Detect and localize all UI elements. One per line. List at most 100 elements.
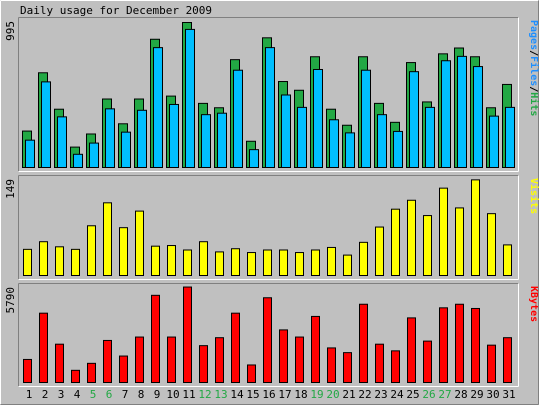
bar-kbytes-day-6	[103, 339, 112, 383]
bar-kbytes-day-27	[439, 307, 448, 383]
x-tick-day-3: 3	[58, 388, 65, 401]
x-tick-day-12: 12	[198, 388, 211, 401]
bar-files-day-9	[153, 47, 163, 168]
x-axis-tick-labels: 1 2 3 4 5 6 7 8 9 10 11 12 13 14 15 16 17 18 19 20 21 22 23 24 2…	[26, 388, 516, 401]
x-tick-day-25: 25	[406, 388, 419, 401]
bar-visits-day-26	[423, 215, 432, 276]
bar-files-day-11	[185, 28, 195, 169]
chart-panels: 995 Pages/Files/Hits 149 Visits 5790 KBytes	[4, 17, 539, 387]
bar-files-day-25	[409, 71, 419, 168]
bar-kbytes-day-21	[343, 352, 352, 384]
bar-kbytes-day-20	[327, 347, 336, 383]
bar-files-day-28	[457, 55, 467, 168]
x-tick-day-19: 19	[310, 388, 323, 401]
x-tick-day-22: 22	[358, 388, 371, 401]
bar-visits-day-4	[71, 248, 80, 276]
bar-kbytes-day-23	[375, 343, 384, 384]
panel-kbytes: 5790 KBytes	[4, 283, 539, 387]
bar-files-day-2	[41, 81, 51, 168]
series-legend-label: Pages/Files/Hits	[528, 20, 539, 116]
x-tick-day-21: 21	[342, 388, 355, 401]
bar-kbytes-day-15	[247, 364, 256, 383]
y-axis-max-label: 149	[4, 179, 17, 199]
bar-visits-day-10	[167, 245, 176, 276]
bar-visits-day-17	[279, 249, 288, 276]
x-tick-day-4: 4	[74, 388, 81, 401]
bar-kbytes-day-26	[423, 340, 432, 384]
bar-visits-day-8	[135, 210, 144, 277]
bar-files-day-18	[297, 106, 307, 168]
bar-kbytes-day-24	[391, 350, 400, 384]
bar-kbytes-day-25	[407, 317, 416, 383]
bar-visits-day-16	[263, 249, 272, 276]
legend-segment: Files	[528, 56, 539, 86]
bar-kbytes-day-11	[183, 286, 192, 383]
x-tick-day-1: 1	[26, 388, 33, 401]
bar-kbytes-day-9	[151, 294, 160, 384]
legend-segment: KBytes	[528, 286, 539, 322]
bar-visits-day-21	[343, 254, 352, 277]
legend-segment: Hits	[528, 92, 539, 116]
legend-segment: Visits	[528, 178, 539, 214]
bar-kbytes-day-3	[55, 343, 64, 384]
bar-visits-day-24	[391, 208, 400, 276]
bar-files-day-17	[281, 94, 291, 168]
bar-files-day-6	[105, 108, 115, 168]
bar-kbytes-day-19	[311, 315, 320, 384]
x-tick-day-23: 23	[374, 388, 387, 401]
bar-kbytes-day-7	[119, 355, 128, 384]
x-tick-day-10: 10	[166, 388, 179, 401]
bar-visits-day-11	[183, 249, 192, 276]
bar-kbytes-day-18	[295, 336, 304, 384]
bar-visits-day-13	[215, 251, 224, 276]
x-tick-day-28: 28	[454, 388, 467, 401]
bar-files-day-29	[473, 66, 483, 168]
series-legend-label: KBytes	[528, 286, 539, 322]
x-tick-day-16: 16	[262, 388, 275, 401]
x-tick-day-29: 29	[470, 388, 483, 401]
x-tick-day-2: 2	[42, 388, 49, 401]
bar-kbytes-day-17	[279, 329, 288, 383]
bars	[22, 22, 515, 169]
bar-kbytes-day-4	[71, 369, 80, 383]
x-tick-day-18: 18	[294, 388, 307, 401]
bar-visits-day-31	[503, 244, 512, 276]
panel-visits: 149 Visits	[4, 175, 539, 280]
bar-files-day-30	[489, 115, 499, 168]
x-tick-day-13: 13	[214, 388, 227, 401]
bar-kbytes-day-14	[231, 312, 240, 383]
legend-segment: /	[528, 86, 539, 92]
panel-hits-files-pages: 995 Pages/Files/Hits	[4, 17, 539, 172]
bar-kbytes-day-2	[39, 312, 48, 383]
bar-visits-day-22	[359, 241, 368, 277]
bar-files-day-4	[73, 153, 83, 168]
bars	[23, 286, 512, 384]
bar-files-day-3	[57, 116, 67, 169]
bar-visits-day-19	[311, 249, 320, 276]
bar-visits-day-6	[103, 202, 112, 276]
bar-kbytes-day-8	[135, 336, 144, 384]
bar-kbytes-day-5	[87, 362, 96, 384]
bar-files-day-16	[265, 47, 275, 168]
x-tick-day-5: 5	[90, 388, 97, 401]
bar-files-day-7	[121, 131, 131, 168]
bar-kbytes-day-10	[167, 336, 176, 384]
bar-kbytes-day-12	[199, 345, 208, 383]
bar-files-day-26	[425, 106, 435, 168]
bar-files-day-22	[361, 69, 371, 168]
bar-files-day-12	[201, 114, 211, 169]
x-tick-day-31: 31	[502, 388, 515, 401]
bar-visits-day-14	[231, 248, 240, 277]
bar-files-day-31	[505, 106, 515, 168]
bar-visits-day-7	[119, 227, 128, 277]
bar-visits-day-28	[455, 207, 464, 276]
bar-visits-day-2	[39, 241, 48, 276]
bar-kbytes-day-30	[487, 344, 496, 383]
x-tick-day-26: 26	[422, 388, 435, 401]
bar-visits-day-23	[375, 226, 384, 276]
bar-visits-day-29	[471, 179, 480, 276]
x-tick-day-8: 8	[138, 388, 145, 401]
x-tick-day-11: 11	[182, 388, 195, 401]
bar-visits-day-9	[151, 245, 160, 277]
